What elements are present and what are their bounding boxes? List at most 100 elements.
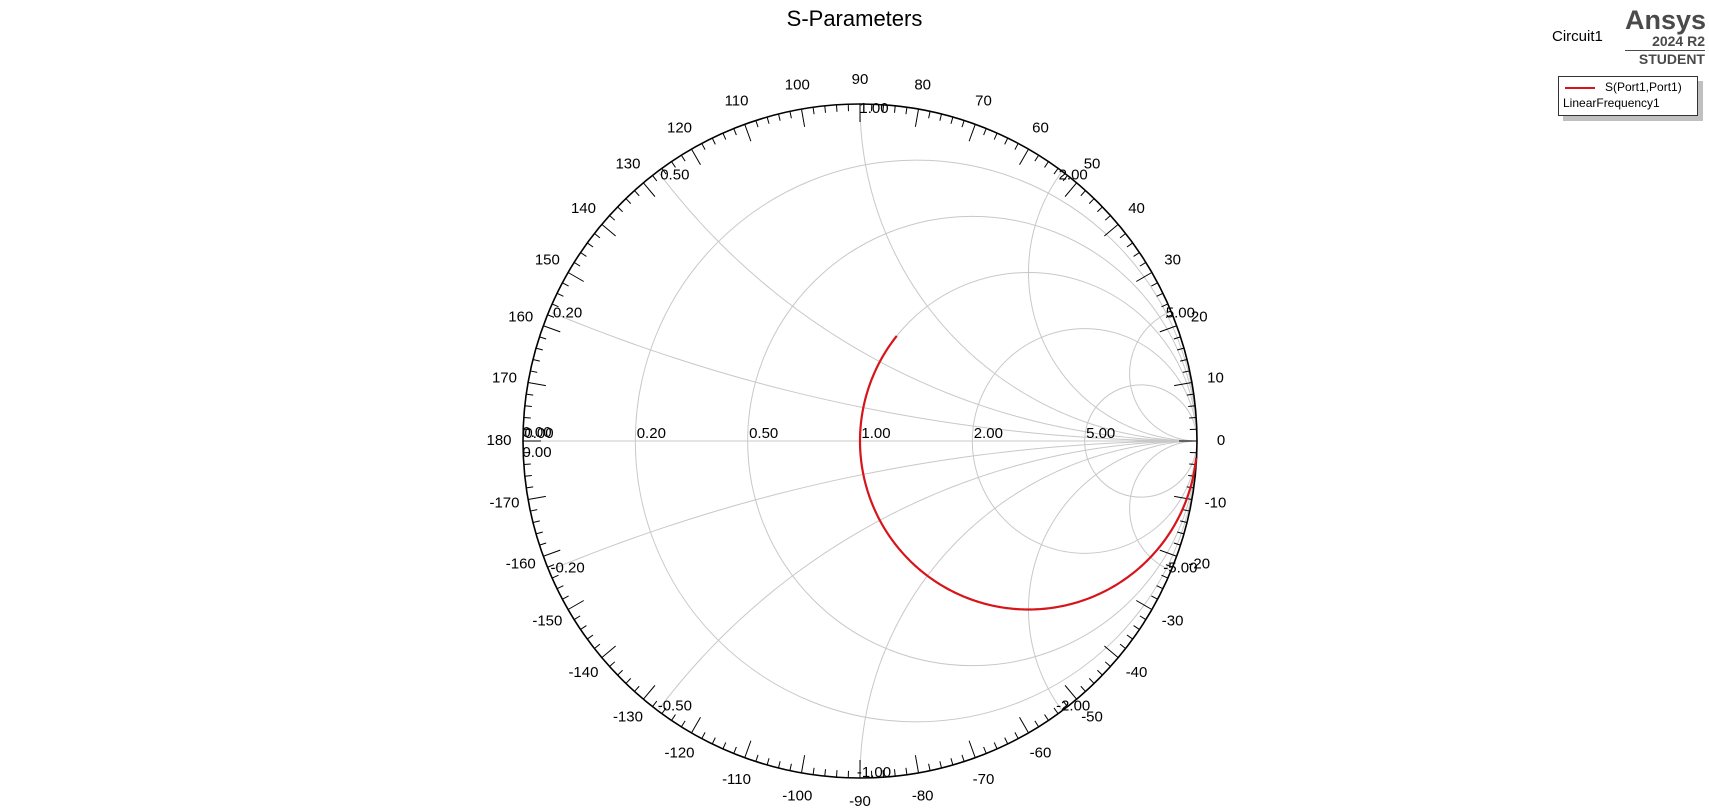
angle-tick bbox=[1174, 495, 1192, 501]
angle-tick bbox=[812, 767, 815, 775]
reactance-label: -2.00 bbox=[1056, 698, 1090, 715]
angle-tick bbox=[594, 643, 601, 649]
angle-tick bbox=[701, 732, 706, 739]
angle-tick bbox=[1014, 732, 1019, 739]
angle-tick bbox=[1053, 707, 1059, 714]
angle-tick bbox=[1034, 720, 1040, 728]
angle-tick bbox=[580, 252, 587, 257]
angle-label: 80 bbox=[914, 76, 931, 93]
angle-tick bbox=[1019, 717, 1029, 734]
reactance-arc bbox=[859, 440, 1198, 779]
angle-tick bbox=[993, 132, 998, 140]
angle-tick bbox=[691, 717, 701, 734]
angle-tick bbox=[524, 474, 532, 477]
angle-tick bbox=[617, 669, 623, 676]
angle-tick bbox=[526, 393, 534, 396]
angle-tick bbox=[671, 161, 676, 168]
angle-tick bbox=[1186, 393, 1194, 396]
angle-tick bbox=[601, 223, 616, 237]
reactance-arc bbox=[1129, 311, 1197, 442]
angle-label: 50 bbox=[1084, 155, 1101, 172]
angle-label: 20 bbox=[1191, 308, 1208, 325]
angle-tick bbox=[680, 720, 686, 728]
angle-tick bbox=[755, 754, 759, 762]
logo-edition: STUDENT bbox=[1638, 51, 1705, 67]
angle-label: -30 bbox=[1162, 612, 1184, 629]
angle-tick bbox=[1173, 336, 1181, 340]
angle-tick bbox=[824, 105, 827, 113]
reactance-arc bbox=[1129, 440, 1197, 571]
angle-tick bbox=[744, 124, 752, 142]
angle-label: -170 bbox=[489, 495, 519, 512]
angle-tick bbox=[691, 148, 701, 165]
angle-tick bbox=[1139, 615, 1147, 621]
angle-tick bbox=[701, 143, 706, 150]
reactance-arc bbox=[1027, 171, 1198, 442]
angle-tick bbox=[1126, 242, 1133, 248]
angle-tick bbox=[1156, 585, 1164, 590]
angle-tick bbox=[1173, 542, 1181, 546]
angle-tick bbox=[1104, 645, 1119, 659]
angle-tick bbox=[914, 109, 920, 127]
angle-label: 170 bbox=[492, 369, 517, 386]
angle-tick bbox=[1119, 643, 1126, 649]
angle-label: -100 bbox=[782, 787, 812, 804]
reactance-label: 0.20 bbox=[553, 304, 582, 321]
angle-tick bbox=[539, 336, 547, 340]
chart-legend[interactable]: S(Port1,Port1) LinearFrequency1 bbox=[1558, 76, 1698, 116]
angle-label: -130 bbox=[613, 709, 643, 726]
angle-tick bbox=[1133, 625, 1140, 630]
reactance-label: 0.50 bbox=[660, 166, 689, 183]
angle-tick bbox=[1161, 574, 1169, 579]
angle-tick bbox=[587, 242, 594, 248]
angle-tick bbox=[547, 564, 555, 568]
angle-tick bbox=[928, 111, 931, 119]
angle-tick bbox=[562, 282, 569, 287]
angle-tick bbox=[530, 370, 538, 373]
angle-tick bbox=[1062, 175, 1068, 182]
angle-tick bbox=[661, 707, 667, 714]
angle-tick bbox=[961, 120, 965, 128]
angle-tick bbox=[1136, 272, 1153, 282]
angle-tick bbox=[634, 190, 640, 197]
angle-tick bbox=[609, 215, 616, 221]
angle-tick bbox=[950, 758, 954, 766]
angle-tick bbox=[1180, 358, 1188, 362]
angle-tick bbox=[1174, 381, 1192, 387]
angle-tick bbox=[1019, 148, 1029, 165]
reactance-arc bbox=[551, 312, 1198, 442]
angle-tick bbox=[528, 495, 546, 501]
angle-tick bbox=[524, 405, 532, 408]
angle-tick bbox=[993, 742, 998, 750]
reactance-label: -5.00 bbox=[1163, 560, 1197, 577]
reactance-label: 2.00 bbox=[1059, 166, 1088, 183]
angle-tick bbox=[1044, 161, 1049, 168]
angle-tick bbox=[1139, 261, 1147, 267]
angle-tick bbox=[893, 769, 896, 777]
angle-tick bbox=[800, 109, 806, 127]
angle-tick bbox=[543, 325, 561, 333]
angle-tick bbox=[983, 128, 987, 136]
angle-label: -40 bbox=[1126, 664, 1148, 681]
angle-tick bbox=[1034, 154, 1040, 162]
reactance-arc bbox=[1027, 440, 1198, 711]
angle-tick bbox=[914, 755, 920, 773]
angle-tick bbox=[587, 634, 594, 640]
resistance-label: 0.50 bbox=[749, 425, 778, 442]
resistance-label: 1.00 bbox=[861, 425, 890, 442]
angle-tick bbox=[671, 714, 676, 721]
angle-tick bbox=[905, 767, 908, 775]
reactance-arc bbox=[658, 172, 1198, 442]
angle-label: -160 bbox=[506, 555, 536, 572]
angle-tick bbox=[594, 233, 601, 239]
angle-tick bbox=[893, 105, 896, 113]
angle-tick bbox=[1097, 669, 1103, 676]
angle-label: -90 bbox=[849, 793, 871, 810]
series-trace bbox=[858, 335, 1198, 611]
angle-tick bbox=[939, 113, 943, 121]
angle-tick bbox=[733, 746, 737, 754]
angle-tick bbox=[532, 358, 540, 362]
resistance-label: 2.00 bbox=[974, 425, 1003, 442]
reactance-arc bbox=[658, 440, 1198, 710]
